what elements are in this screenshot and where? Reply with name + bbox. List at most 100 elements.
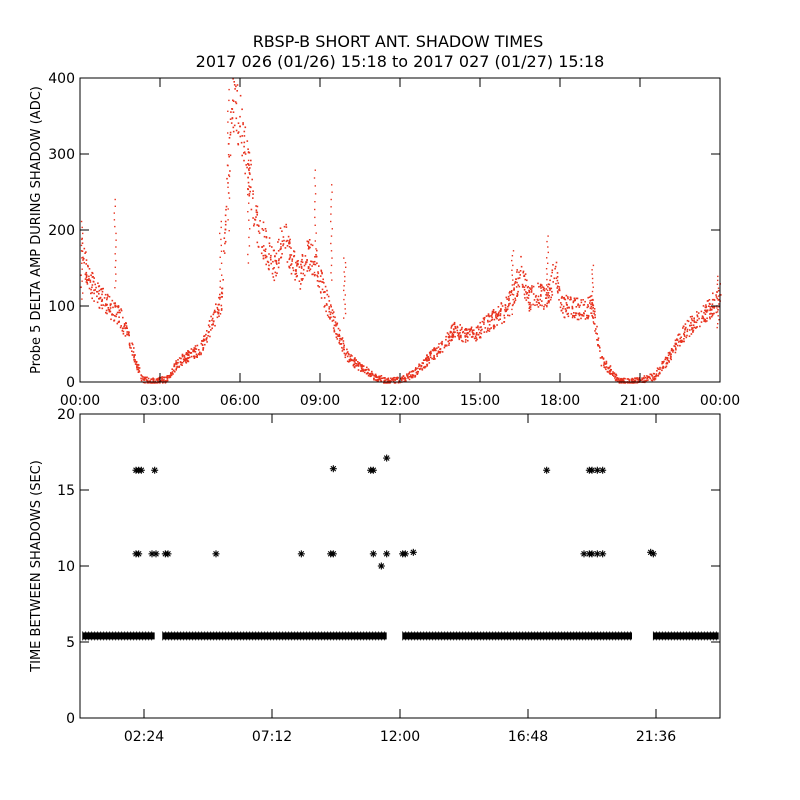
amp-point [210, 315, 212, 318]
amp-point [689, 329, 691, 331]
amp-point [333, 329, 336, 331]
amp-point [148, 382, 150, 384]
amp-point [293, 255, 295, 258]
amp-point [281, 253, 283, 255]
amp-point [114, 304, 117, 307]
amp-point [419, 368, 421, 371]
interval-plot-frame [79, 413, 721, 719]
amp-point [408, 371, 411, 373]
amp-spike-point [227, 154, 230, 156]
amp-point [401, 377, 404, 380]
amp-point [590, 303, 592, 306]
amp-point [235, 129, 238, 132]
amp-point [129, 346, 131, 349]
amp-point [338, 335, 341, 337]
amp-point [131, 350, 133, 352]
amp-point [567, 306, 569, 309]
amp-point [134, 354, 136, 356]
amp-point [268, 242, 271, 245]
amp-point [547, 292, 550, 294]
amp-point [572, 300, 575, 302]
amp-spike-point [718, 303, 720, 305]
amp-point [348, 361, 350, 363]
amp-point [510, 290, 513, 292]
amp-point [289, 254, 291, 256]
amp-point [87, 264, 89, 267]
amp-point [189, 356, 191, 359]
amp-point [704, 309, 706, 312]
amp-spike-point [227, 110, 229, 112]
amp-point [464, 335, 467, 337]
amp-point [529, 302, 531, 304]
amp-point [468, 328, 470, 331]
amp-point [336, 323, 338, 326]
amp-point [539, 304, 541, 306]
amp-point [324, 285, 327, 288]
amp-point [408, 378, 411, 381]
amp-point [126, 331, 128, 333]
amp-point [510, 291, 513, 294]
amp-point [120, 309, 123, 312]
amp-point [584, 300, 586, 303]
amp-point [583, 312, 585, 314]
amp-point [408, 376, 411, 378]
amp-point [616, 380, 619, 382]
amp-point [496, 324, 498, 326]
amp-point [214, 324, 216, 327]
amplitude-plot-frame [79, 77, 721, 383]
amp-point [168, 376, 171, 379]
amp-point [658, 373, 660, 375]
amp-point [287, 235, 290, 238]
amp-point [567, 297, 569, 300]
amp-point [640, 379, 642, 381]
amp-point [124, 327, 126, 329]
amp-point [295, 269, 297, 271]
amp-point [272, 260, 274, 263]
amp-point [224, 242, 226, 245]
amp-point [116, 322, 119, 325]
amp-point [468, 330, 471, 333]
amp-point [428, 357, 430, 360]
amp-spike-point [314, 193, 317, 195]
amp-point [633, 380, 635, 382]
amp-point [306, 240, 309, 243]
amp-point [309, 263, 311, 266]
amp-point [548, 295, 550, 297]
amp-point [211, 327, 213, 330]
amp-point [200, 352, 202, 354]
amp-point [592, 304, 595, 307]
amp-spike-point [717, 295, 720, 297]
amp-point [665, 362, 668, 365]
amp-point [106, 298, 108, 301]
amp-point [615, 374, 618, 377]
amp-point [172, 369, 175, 372]
amp-point [573, 299, 576, 302]
amp-spike-point [219, 280, 221, 282]
amp-point [679, 337, 681, 340]
amp-point [417, 371, 419, 373]
amp-point [348, 359, 351, 361]
amp-point [405, 380, 407, 382]
amp-point [133, 360, 136, 363]
amp-point [526, 292, 529, 294]
amp-point [704, 318, 706, 321]
amp-point [407, 376, 409, 379]
amp-point [589, 300, 591, 302]
interval-point [383, 550, 391, 558]
amp-point [96, 291, 99, 293]
amp-point [577, 318, 580, 321]
interval-point [377, 562, 385, 570]
amp-point [488, 315, 490, 318]
amp-point [483, 319, 485, 321]
amp-spike-point [219, 232, 221, 235]
amp-spike-point [716, 283, 719, 285]
amp-point [526, 279, 528, 282]
amp-point [410, 374, 412, 376]
amp-point [339, 329, 341, 332]
amp-point [289, 256, 292, 258]
amp-point [107, 295, 109, 297]
amp-point [481, 328, 483, 331]
amp-point [599, 357, 602, 359]
amp-point [85, 274, 88, 276]
amp-point [128, 331, 130, 334]
